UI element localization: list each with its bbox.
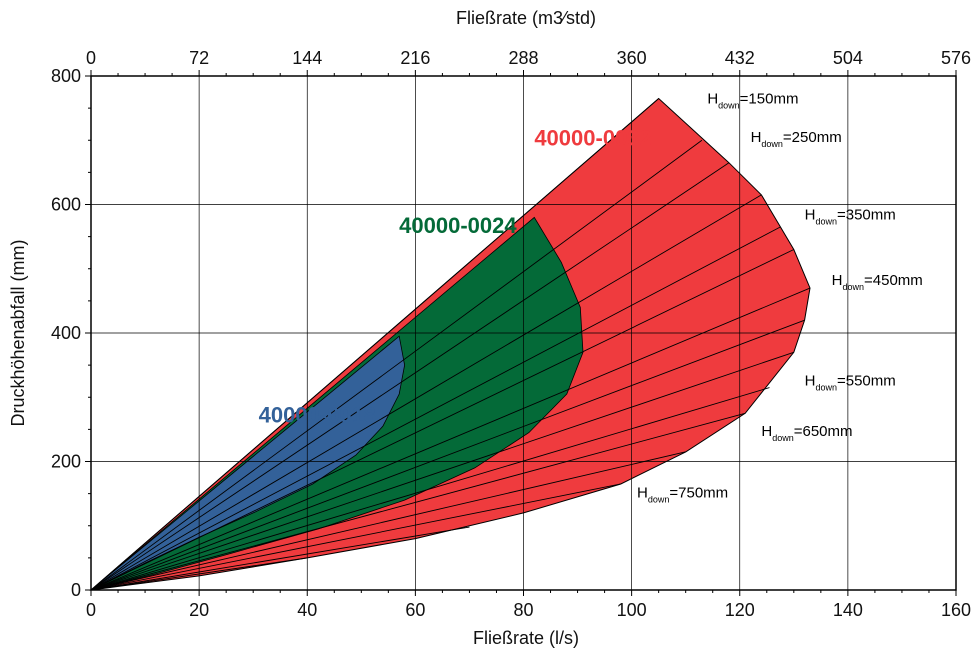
h-down-line <box>90 249 795 591</box>
h-down-annotation: Hdown=350mm <box>805 206 896 226</box>
x2-tick-label: 72 <box>189 48 209 68</box>
h-down-annotation: Hdown=250mm <box>751 129 842 149</box>
h-down-line <box>90 287 811 591</box>
annotation-value: =350mm <box>837 206 896 223</box>
x-tick-label: 80 <box>513 600 533 620</box>
annotation-subscript: down <box>843 282 865 292</box>
annotation-subscript: down <box>815 216 837 226</box>
annotation-prefix: H <box>832 272 843 289</box>
annotation-value: =250mm <box>783 129 842 146</box>
h-down-line <box>90 98 659 591</box>
chart-labels: Fließrate (l/s) Fließrate (m3⁄std) Druck… <box>8 8 596 648</box>
h-down-annotation: Hdown=150mm <box>707 91 798 111</box>
x2-tick-label: 0 <box>86 48 96 68</box>
x2-tick-label: 144 <box>292 48 322 68</box>
region-label: 40000-0024 <box>399 213 517 238</box>
h-down-line <box>90 351 794 591</box>
h-down-line <box>90 319 805 591</box>
annotation-value: =750mm <box>669 484 728 501</box>
region-label: 40000-0032 <box>534 125 651 150</box>
annotation-value: =450mm <box>864 272 923 289</box>
region-label: 40000-0018 <box>259 402 376 427</box>
chart-axes <box>85 70 957 596</box>
x2-tick-label: 360 <box>617 48 647 68</box>
h-down-line <box>90 451 686 591</box>
h-down-line <box>90 412 746 591</box>
h-down-line <box>90 226 781 591</box>
h-down-line <box>90 162 730 591</box>
h-down-annotation: Hdown=450mm <box>832 272 923 292</box>
chart-tick-labels: 0 20 40 60 80 100 120 140 160 0 72 144 216 288 360 432 5… <box>51 48 971 620</box>
y-tick-label: 600 <box>51 195 81 215</box>
x-tick-label: 20 <box>189 600 209 620</box>
h-down-line <box>90 387 770 591</box>
h-down-annotation: Hdown=750mm <box>637 484 728 504</box>
h-down-line <box>90 194 762 591</box>
h-down-line <box>90 526 470 591</box>
annotation-subscript: down <box>815 383 837 393</box>
y-tick-label: 800 <box>51 66 81 86</box>
annotation-prefix: H <box>761 423 772 440</box>
chart-annotations: Hdown=150mmHdown=250mmHdown=350mmHdown=4… <box>259 91 923 505</box>
x2-tick-label: 576 <box>941 48 971 68</box>
x-tick-label: 100 <box>617 600 647 620</box>
y-tick-label: 400 <box>51 323 81 343</box>
annotation-value: =150mm <box>740 91 799 108</box>
annotation-prefix: H <box>805 206 816 223</box>
annotation-value: =650mm <box>794 423 853 440</box>
x-tick-label: 60 <box>405 600 425 620</box>
x2-tick-label: 432 <box>725 48 755 68</box>
annotation-prefix: H <box>805 373 816 390</box>
x2-tick-label: 216 <box>400 48 430 68</box>
x-tick-label: 0 <box>86 600 96 620</box>
x-tick-label: 140 <box>833 600 863 620</box>
x2-tick-label: 504 <box>833 48 863 68</box>
x-tick-label: 120 <box>725 600 755 620</box>
h-down-annotation: Hdown=650mm <box>761 423 852 443</box>
y-tick-label: 200 <box>51 452 81 472</box>
chart-h-down-lines <box>90 98 811 591</box>
x-axis-title: Fließrate (l/s) <box>473 628 579 648</box>
annotation-subscript: down <box>761 139 783 149</box>
x-tick-label: 160 <box>941 600 971 620</box>
y-tick-label: 0 <box>71 580 81 600</box>
annotation-subscript: down <box>718 101 740 111</box>
y-axis-title: Druckhöhenabfall (mm) <box>8 239 28 426</box>
h-down-line <box>90 483 621 591</box>
x-tick-label: 40 <box>297 600 317 620</box>
x2-axis-title: Fließrate (m3⁄std) <box>456 8 596 28</box>
h-down-annotation: Hdown=550mm <box>805 373 896 393</box>
x2-tick-label: 288 <box>508 48 538 68</box>
annotation-prefix: H <box>637 484 648 501</box>
chart-fills <box>89 97 811 591</box>
chart-grid <box>91 76 956 590</box>
annotation-value: =550mm <box>837 373 896 390</box>
annotation-prefix: H <box>751 129 762 146</box>
annotation-subscript: down <box>772 433 794 443</box>
annotation-prefix: H <box>707 91 718 108</box>
annotation-subscript: down <box>648 494 670 504</box>
h-down-line <box>90 139 703 591</box>
